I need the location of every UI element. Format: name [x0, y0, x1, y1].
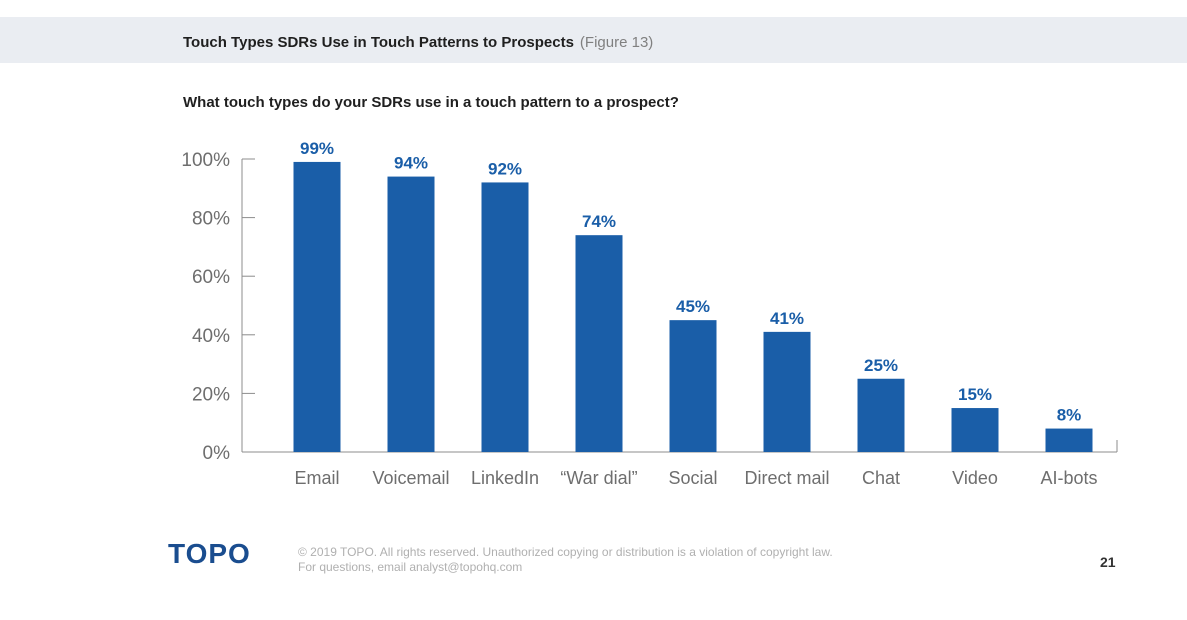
data-label: 41%	[770, 309, 804, 328]
y-tick-label: 100%	[181, 150, 230, 171]
data-label: 45%	[676, 297, 710, 316]
x-tick-label: LinkedIn	[471, 468, 539, 488]
bar	[669, 320, 717, 452]
data-label: 94%	[394, 154, 428, 173]
topo-logo: TOPO	[168, 538, 251, 569]
y-tick-label: 0%	[203, 443, 231, 464]
bar	[481, 182, 529, 452]
page-number: 21	[1100, 554, 1116, 570]
data-label: 15%	[958, 385, 992, 404]
figure-title-text: Touch Types SDRs Use in Touch Patterns t…	[183, 34, 574, 51]
bar	[575, 235, 623, 452]
y-tick-label: 60%	[192, 267, 230, 288]
y-tick-label: 80%	[192, 209, 230, 230]
bar	[1045, 428, 1093, 452]
data-label: 74%	[582, 212, 616, 231]
x-tick-label: Direct mail	[744, 468, 829, 488]
data-label: 92%	[488, 159, 522, 178]
x-tick-label: Social	[668, 468, 717, 488]
x-tick-label: Chat	[862, 468, 900, 488]
y-tick-label: 20%	[192, 384, 230, 405]
figure-number: (Figure 13)	[579, 34, 654, 51]
y-tick-label: 40%	[192, 326, 230, 347]
x-tick-label: “War dial”	[560, 468, 637, 488]
header-band	[0, 17, 1187, 63]
bar	[387, 176, 435, 452]
data-label: 25%	[864, 356, 898, 375]
bar	[951, 408, 999, 452]
data-label: 8%	[1057, 406, 1082, 425]
x-tick-label: Voicemail	[372, 468, 449, 488]
bar	[763, 331, 811, 452]
figure-title: Touch Types SDRs Use in Touch Patterns t…	[183, 34, 653, 51]
x-tick-label: AI-bots	[1040, 468, 1097, 488]
bar	[293, 161, 341, 452]
x-tick-label: Email	[294, 468, 339, 488]
copyright-line-2: For questions, email analyst@topohq.com	[298, 560, 523, 574]
copyright-line-1: © 2019 TOPO. All rights reserved. Unauth…	[298, 545, 833, 559]
data-label: 99%	[300, 139, 334, 158]
survey-question: What touch types do your SDRs use in a t…	[183, 94, 679, 111]
bar	[857, 378, 905, 452]
bar-chart: 0% 20% 40% 60% 80% 100% 99% Email 94% Voicemail 92…	[181, 139, 1118, 488]
x-tick-label: Video	[952, 468, 998, 488]
copyright-notice: © 2019 TOPO. All rights reserved. Unauth…	[298, 545, 833, 575]
